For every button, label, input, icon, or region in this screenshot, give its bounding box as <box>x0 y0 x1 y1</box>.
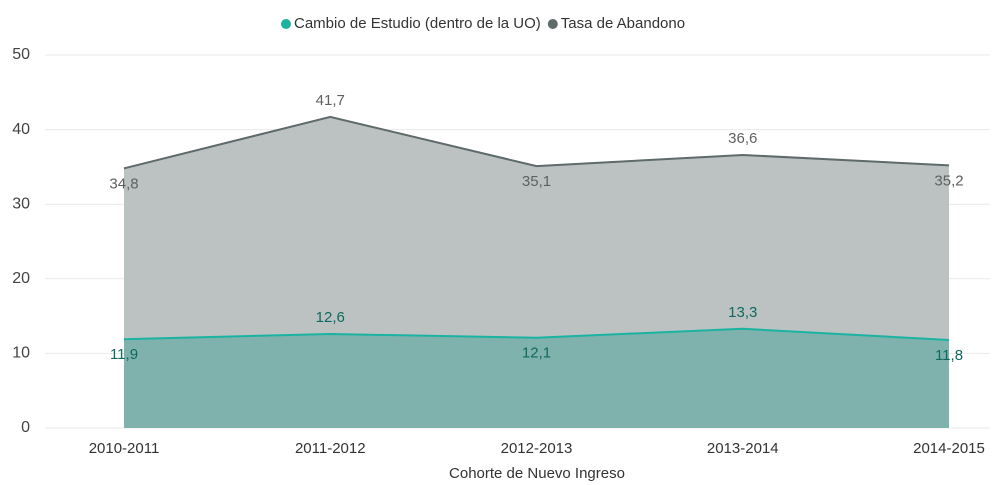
x-tick-label: 2010-2011 <box>89 440 160 457</box>
data-label: 41,7 <box>316 92 345 109</box>
legend-label: Tasa de Abandono <box>561 15 685 32</box>
y-tick-label: 0 <box>21 419 30 436</box>
y-tick-label: 20 <box>12 270 30 287</box>
y-tick-label: 10 <box>12 345 30 362</box>
legend-label: Cambio de Estudio (dentro de la UO) <box>294 15 541 32</box>
y-tick-label: 30 <box>12 195 30 212</box>
legend-marker <box>281 19 291 29</box>
x-axis-label: Cohorte de Nuevo Ingreso <box>449 465 625 482</box>
data-label: 12,1 <box>522 345 551 362</box>
x-tick-label: 2014-2015 <box>913 440 985 457</box>
data-label: 35,1 <box>522 173 551 190</box>
x-tick-label: 2013-2014 <box>707 440 779 457</box>
y-tick-label: 50 <box>12 46 30 63</box>
legend-marker <box>547 19 558 29</box>
x-tick-label: 2011-2012 <box>295 440 366 457</box>
area-line <box>123 327 950 341</box>
area-line <box>123 115 950 170</box>
data-label: 11,9 <box>110 346 138 363</box>
data-label: 36,6 <box>728 130 757 147</box>
data-label: 35,2 <box>934 172 963 189</box>
y-tick-label: 40 <box>12 121 30 138</box>
data-label: 12,6 <box>316 309 345 326</box>
x-tick-label: 2012-2013 <box>501 440 573 457</box>
data-label: 34,8 <box>109 175 138 192</box>
data-label: 13,3 <box>728 304 757 321</box>
area-fill <box>124 328 949 428</box>
data-label: 11,8 <box>935 347 963 364</box>
